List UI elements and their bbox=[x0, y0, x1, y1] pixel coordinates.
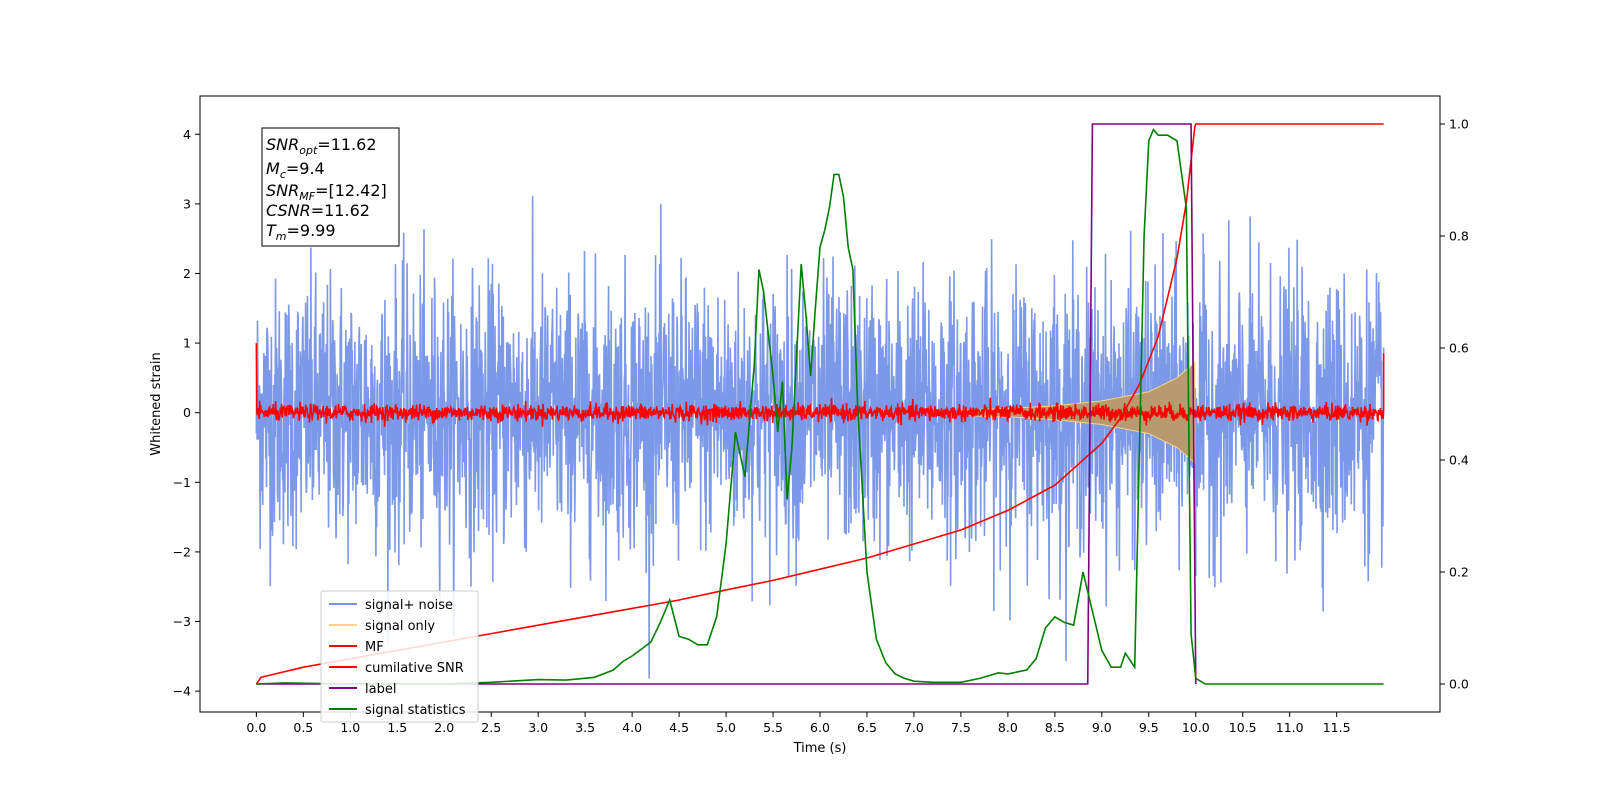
legend-label-signal-noise: signal+ noise bbox=[365, 598, 453, 613]
series-signal-noise bbox=[255, 196, 1385, 679]
x-tick-label: 7.5 bbox=[951, 720, 971, 735]
x-tick-label: 8.5 bbox=[1045, 720, 1065, 735]
x-tick-label: 1.5 bbox=[387, 720, 407, 735]
x-tick-label: 5.0 bbox=[716, 720, 736, 735]
y2-tick-label: 0.6 bbox=[1449, 341, 1469, 356]
x-tick-label: 9.5 bbox=[1139, 720, 1159, 735]
y-tick-label: 2 bbox=[183, 266, 191, 281]
x-tick-label: 3.5 bbox=[575, 720, 595, 735]
x-tick-label: 9.0 bbox=[1092, 720, 1112, 735]
legend-label-signal-statistics: signal statistics bbox=[365, 703, 466, 718]
mf-line bbox=[255, 343, 1385, 427]
y-tick-label: −2 bbox=[173, 544, 191, 559]
legend-label-signal-only: signal only bbox=[365, 619, 435, 634]
y2-tick-label: 1.0 bbox=[1449, 117, 1469, 132]
x-axis-ticks: 0.0 0.5 1.0 1.5 2.0 2.5 3.0 3.5 4.0 4.5 5.0 5.5 6.0 6… bbox=[246, 712, 1351, 735]
y-axis-label: Whitened strain bbox=[149, 352, 164, 455]
x-tick-label: 2.0 bbox=[434, 720, 454, 735]
annotation-box: SNRopt=11.62 Mc=9.4 SNRMF=[12.42] CSNR=1… bbox=[261, 127, 400, 247]
annotation-csnr: CSNR=11.62 bbox=[266, 201, 370, 220]
x-tick-label: 7.0 bbox=[904, 720, 924, 735]
y-axis-ticks: −4 −3 −2 −1 0 1 2 3 4 bbox=[173, 127, 200, 699]
x-tick-label: 11.5 bbox=[1323, 720, 1351, 735]
y2-axis-ticks: 0.0 0.2 0.4 0.6 0.8 1.0 bbox=[1440, 117, 1469, 692]
annotation-mc: Mc=9.4 bbox=[266, 159, 325, 181]
y-tick-label: −4 bbox=[173, 684, 191, 699]
series-label bbox=[256, 123, 1197, 685]
y2-tick-label: 0.0 bbox=[1449, 677, 1469, 692]
legend-label-mf: MF bbox=[365, 640, 384, 655]
legend-item-signal-only: signal only bbox=[329, 619, 435, 634]
y-tick-label: 3 bbox=[183, 196, 191, 211]
y2-tick-label: 0.4 bbox=[1449, 453, 1469, 468]
y-tick-label: −3 bbox=[173, 614, 191, 629]
legend-label-cumilative-snr: cumilative SNR bbox=[365, 661, 464, 676]
legend-item-mf: MF bbox=[329, 640, 384, 655]
x-tick-label: 10.0 bbox=[1182, 720, 1210, 735]
x-tick-label: 0.5 bbox=[293, 720, 313, 735]
legend-item-cumilative-snr: cumilative SNR bbox=[329, 661, 464, 676]
legend: signal+ noise signal only MF cumilative … bbox=[320, 590, 479, 723]
y2-tick-label: 0.2 bbox=[1449, 565, 1469, 580]
x-axis-label: Time (s) bbox=[793, 741, 847, 756]
annotation-tm: Tm=9.99 bbox=[266, 221, 336, 243]
x-tick-label: 1.0 bbox=[340, 720, 360, 735]
x-tick-label: 3.0 bbox=[528, 720, 548, 735]
x-tick-label: 6.5 bbox=[857, 720, 877, 735]
annotation-snr-mf: SNRMF=[12.42] bbox=[266, 181, 387, 203]
x-tick-label: 5.5 bbox=[763, 720, 783, 735]
legend-item-signal-statistics: signal statistics bbox=[329, 703, 466, 718]
x-tick-label: 8.0 bbox=[998, 720, 1018, 735]
y2-tick-label: 0.8 bbox=[1449, 229, 1469, 244]
y-tick-label: 4 bbox=[183, 127, 191, 142]
x-tick-label: 0.0 bbox=[246, 720, 266, 735]
x-tick-label: 4.5 bbox=[669, 720, 689, 735]
x-tick-label: 10.5 bbox=[1229, 720, 1257, 735]
signal-statistics-line bbox=[256, 128, 1384, 685]
legend-item-label: label bbox=[329, 682, 396, 697]
y-tick-label: 0 bbox=[183, 405, 191, 420]
y-tick-label: 1 bbox=[183, 336, 191, 351]
x-tick-label: 2.5 bbox=[481, 720, 501, 735]
x-tick-label: 11.0 bbox=[1276, 720, 1304, 735]
x-tick-label: 4.0 bbox=[622, 720, 642, 735]
series-signal-statistics bbox=[256, 128, 1384, 685]
label-line bbox=[256, 123, 1197, 685]
series-mf bbox=[255, 343, 1385, 427]
x-tick-label: 6.0 bbox=[810, 720, 830, 735]
annotation-snr-opt: SNRopt=11.62 bbox=[266, 135, 377, 157]
legend-label-label: label bbox=[365, 682, 396, 697]
legend-item-signal-noise: signal+ noise bbox=[329, 598, 453, 613]
signal-noise-line bbox=[255, 196, 1385, 679]
y-tick-label: −1 bbox=[173, 475, 191, 490]
